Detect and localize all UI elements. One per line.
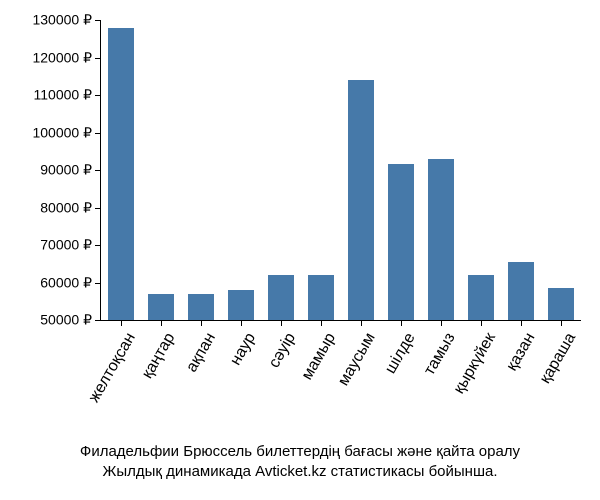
y-tick-label: 80000 ₽ bbox=[40, 199, 92, 216]
x-tick-label: маусым bbox=[335, 330, 380, 389]
y-tick-label: 60000 ₽ bbox=[40, 274, 92, 291]
y-tick-label: 110000 ₽ bbox=[34, 87, 92, 104]
caption: Филадельфии Брюссель билеттердің бағасы … bbox=[0, 442, 600, 483]
plot-area bbox=[100, 20, 581, 321]
y-tick-label: 50000 ₽ bbox=[40, 312, 92, 329]
bar bbox=[108, 28, 134, 321]
bar bbox=[148, 294, 174, 320]
x-tick-label: қараша bbox=[537, 330, 580, 387]
caption-line-2: Жылдық динамикада Avticket.kz статистика… bbox=[103, 463, 498, 480]
y-tick bbox=[95, 58, 101, 59]
x-tick-label: мамыр bbox=[299, 330, 340, 383]
bar bbox=[268, 275, 294, 320]
y-tick-label: 130000 ₽ bbox=[32, 12, 92, 29]
y-tick bbox=[95, 20, 101, 21]
y-tick bbox=[95, 245, 101, 246]
x-tick-label: шілде bbox=[382, 330, 420, 377]
y-tick-label: 70000 ₽ bbox=[40, 237, 92, 254]
bar bbox=[468, 275, 494, 320]
bar bbox=[308, 275, 334, 320]
bar bbox=[228, 290, 254, 320]
y-tick-label: 120000 ₽ bbox=[32, 49, 92, 66]
y-tick bbox=[95, 170, 101, 171]
bar bbox=[188, 294, 214, 320]
y-tick bbox=[95, 208, 101, 209]
x-axis-labels: желтоқсанқаңтарақпаннаурсәуірмамырмаусым… bbox=[100, 324, 580, 444]
y-tick bbox=[95, 283, 101, 284]
bar bbox=[348, 80, 374, 320]
y-tick bbox=[95, 320, 101, 321]
bar bbox=[428, 159, 454, 320]
bar bbox=[388, 164, 414, 320]
y-tick-label: 90000 ₽ bbox=[40, 162, 92, 179]
bar bbox=[548, 288, 574, 320]
y-tick-label: 100000 ₽ bbox=[32, 124, 92, 141]
y-tick bbox=[95, 133, 101, 134]
chart-container: 50000 ₽ 60000 ₽ 70000 ₽ 80000 ₽ 90000 ₽ 10000… bbox=[0, 0, 600, 500]
x-tick-label: қаңтар bbox=[139, 330, 179, 382]
x-tick-label: ақпан bbox=[183, 330, 220, 376]
bar bbox=[508, 262, 534, 320]
caption-line-1: Филадельфии Брюссель билеттердің бағасы … bbox=[80, 443, 520, 460]
x-tick-label: тамыз bbox=[421, 330, 460, 379]
y-tick bbox=[95, 95, 101, 96]
x-tick-label: желтоқсан bbox=[86, 330, 140, 406]
x-tick-label: сәуір bbox=[266, 330, 300, 371]
y-axis-labels: 50000 ₽60000 ₽70000 ₽80000 ₽90000 ₽10000… bbox=[0, 20, 96, 320]
x-tick-label: қазан bbox=[503, 330, 539, 374]
x-tick-label: наур bbox=[227, 330, 260, 369]
